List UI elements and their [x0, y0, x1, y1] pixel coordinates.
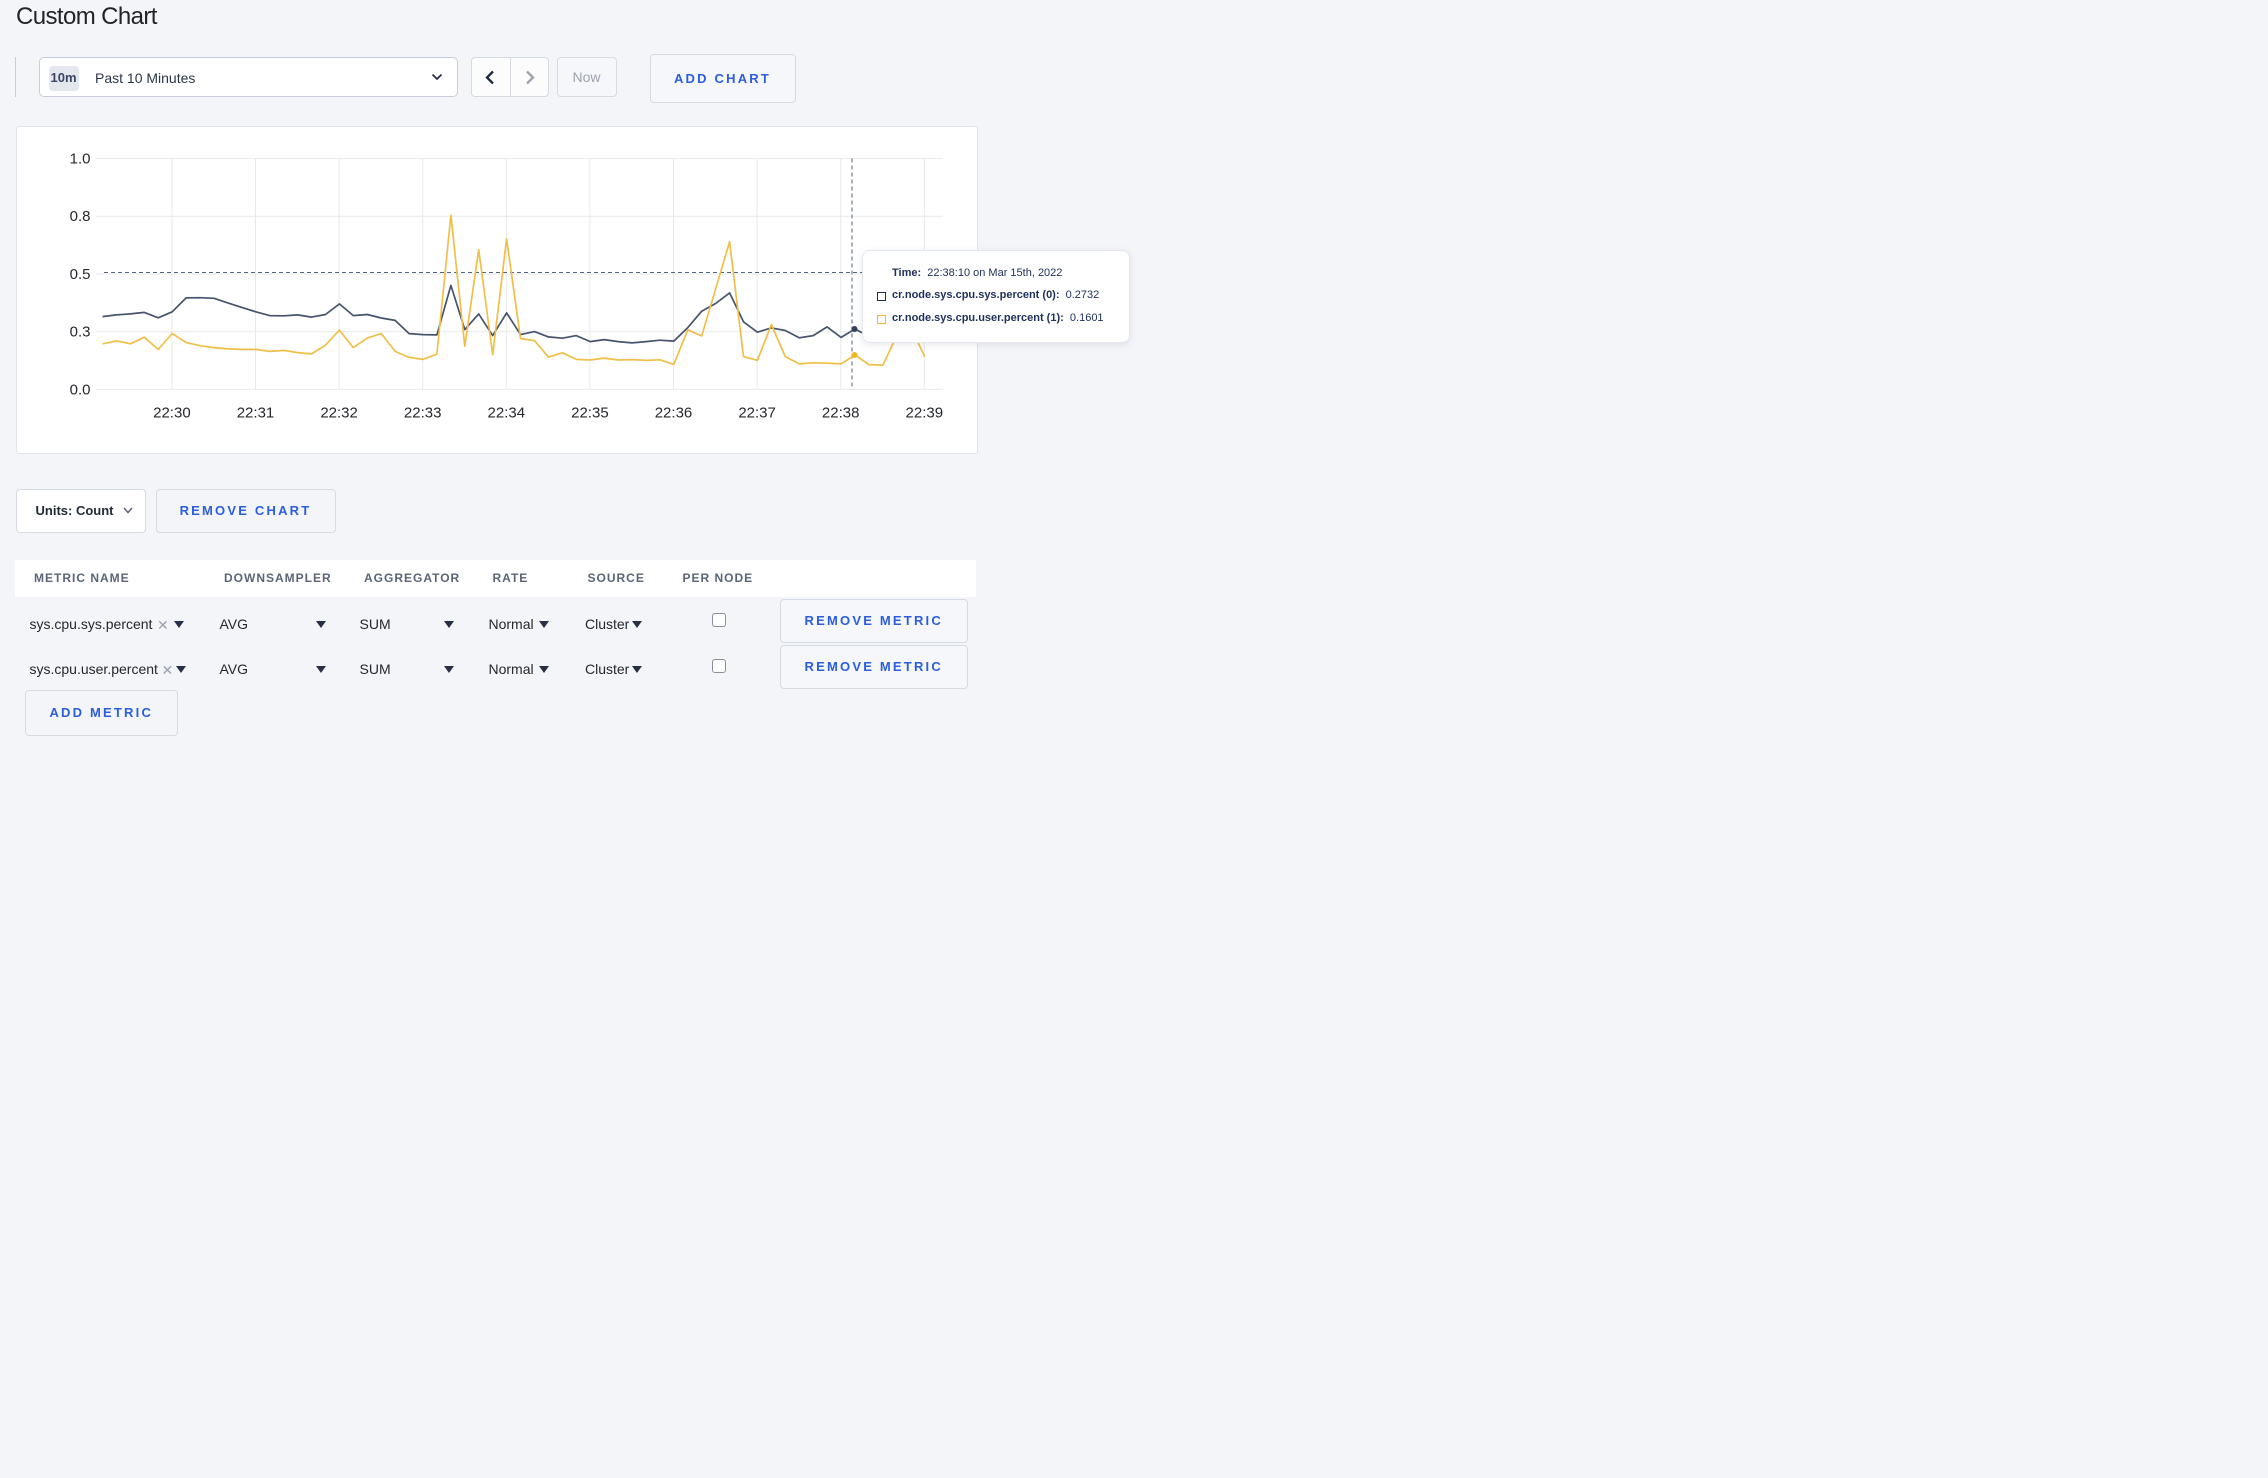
- svg-text:22:35: 22:35: [571, 405, 609, 422]
- svg-text:22:33: 22:33: [404, 405, 442, 422]
- svg-text:22:37: 22:37: [738, 405, 776, 422]
- svg-text:22:31: 22:31: [237, 405, 275, 422]
- svg-text:22:36: 22:36: [655, 405, 693, 422]
- svg-text:22:32: 22:32: [320, 405, 358, 422]
- svg-text:0.5: 0.5: [70, 266, 91, 283]
- svg-text:0.3: 0.3: [70, 324, 91, 341]
- svg-text:22:34: 22:34: [488, 405, 526, 422]
- svg-text:0.8: 0.8: [70, 208, 91, 225]
- svg-text:0.0: 0.0: [70, 381, 91, 398]
- svg-text:22:38: 22:38: [822, 405, 860, 422]
- svg-text:22:39: 22:39: [906, 405, 944, 422]
- svg-text:1.0: 1.0: [70, 151, 91, 168]
- svg-text:22:30: 22:30: [153, 405, 191, 422]
